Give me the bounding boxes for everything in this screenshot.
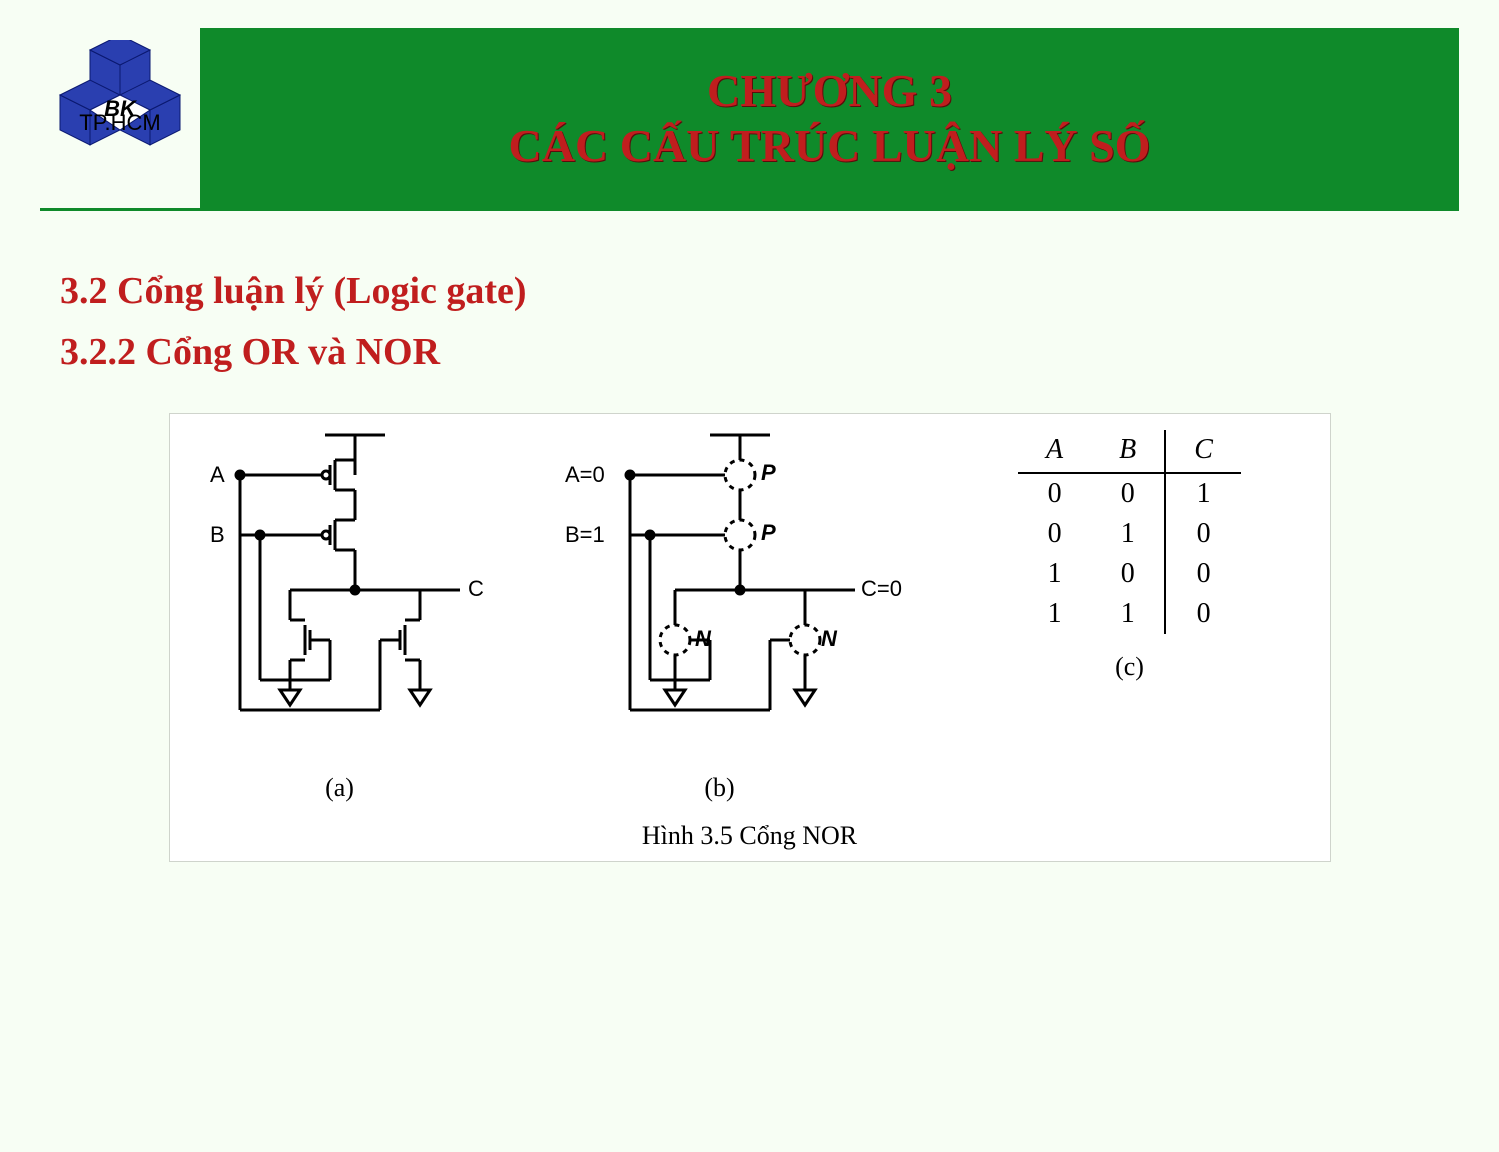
- table-row: 0 1 0: [1018, 514, 1241, 554]
- figure-caption: Hình 3.5 Cổng NOR: [180, 821, 1320, 851]
- panel-c-label: (c): [940, 652, 1320, 682]
- label-p1: P: [761, 460, 776, 485]
- label-b-output-c: C=0: [861, 576, 902, 601]
- logo-text-city: TP.HCM: [79, 110, 161, 135]
- section-block: 3.2 Cổng luận lý (Logic gate) 3.2.2 Cổng…: [60, 261, 1439, 383]
- label-a-input-b: B: [210, 522, 225, 547]
- slide-header: BK TP.HCM CHƯƠNG 3 CÁC CẤU TRÚC LUẬN LÝ …: [40, 28, 1459, 208]
- panel-a: A B C (a): [180, 420, 500, 803]
- label-n1: N: [695, 626, 712, 651]
- figure-container: A B C (a): [169, 413, 1331, 862]
- section-heading: 3.2 Cổng luận lý (Logic gate): [60, 261, 1439, 322]
- university-logo: BK TP.HCM: [40, 22, 200, 208]
- table-row: 0 0 1: [1018, 473, 1241, 514]
- table-row: 1 0 0: [1018, 554, 1241, 594]
- label-a-output-c: C: [468, 576, 484, 601]
- header-title-block: CHƯƠNG 3 CÁC CẤU TRÚC LUẬN LÝ SỐ: [40, 63, 1459, 173]
- truth-table: A B C 0 0 1 0 1 0 1: [1018, 430, 1241, 634]
- label-a-input-a: A: [210, 462, 225, 487]
- circuit-b: A=0 B=1 P P N N C=0: [535, 420, 905, 750]
- chapter-title: CÁC CẤU TRÚC LUẬN LÝ SỐ: [200, 118, 1459, 173]
- th-b: B: [1091, 430, 1165, 473]
- th-a: A: [1018, 430, 1091, 473]
- label-p2: P: [761, 520, 776, 545]
- panel-b: A=0 B=1 P P N N C=0 (b): [535, 420, 905, 803]
- label-b-input-b: B=1: [565, 522, 605, 547]
- label-n2: N: [821, 626, 838, 651]
- panel-b-label: (b): [535, 773, 905, 803]
- panel-a-label: (a): [180, 773, 500, 803]
- label-b-input-a: A=0: [565, 462, 605, 487]
- header-divider: [40, 208, 1459, 211]
- section-subheading: 3.2.2 Cổng OR và NOR: [60, 322, 1439, 383]
- panel-c: A B C 0 0 1 0 1 0 1: [940, 420, 1320, 682]
- th-c: C: [1165, 430, 1241, 473]
- chapter-number: CHƯƠNG 3: [200, 63, 1459, 118]
- table-row: 1 1 0: [1018, 594, 1241, 634]
- circuit-a: A B C: [180, 420, 500, 750]
